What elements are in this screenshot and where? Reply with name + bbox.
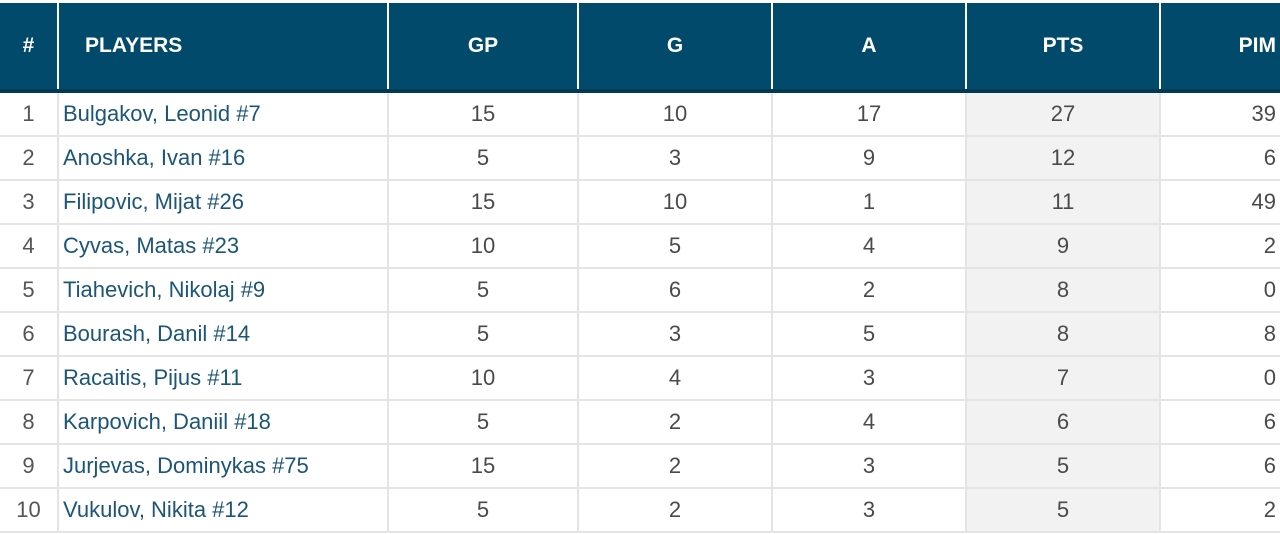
assists-cell: 17 (772, 89, 967, 137)
column-header-g[interactable]: G (578, 0, 773, 93)
table-row: 8 Karpovich, Daniil #18 5 2 4 6 6 (0, 400, 1280, 445)
table-header: # PLAYERS GP G A PTS PIM (0, 0, 1280, 93)
gp-cell: 5 (388, 312, 579, 357)
assists-cell: 3 (772, 444, 967, 489)
pim-cell: 49 (1160, 180, 1280, 225)
pim-cell: 8 (1160, 312, 1280, 357)
column-header-players[interactable]: PLAYERS (58, 0, 389, 93)
player-name-link[interactable]: Karpovich, Daniil #18 (58, 400, 389, 445)
goals-cell: 2 (578, 488, 773, 533)
gp-cell: 15 (388, 89, 579, 137)
column-header-a[interactable]: A (772, 0, 967, 93)
goals-cell: 2 (578, 444, 773, 489)
goals-cell: 5 (578, 224, 773, 269)
rank-cell: 3 (0, 180, 59, 225)
points-cell: 5 (966, 488, 1161, 533)
table-row: 10 Vukulov, Nikita #12 5 2 3 5 2 (0, 488, 1280, 533)
table-row: 6 Bourash, Danil #14 5 3 5 8 8 (0, 312, 1280, 357)
gp-cell: 15 (388, 444, 579, 489)
gp-cell: 10 (388, 224, 579, 269)
player-name-link[interactable]: Tiahevich, Nikolaj #9 (58, 268, 389, 313)
assists-cell: 1 (772, 180, 967, 225)
rank-cell: 2 (0, 136, 59, 181)
points-cell: 8 (966, 312, 1161, 357)
goals-cell: 2 (578, 400, 773, 445)
pim-cell: 6 (1160, 400, 1280, 445)
player-name-link[interactable]: Bourash, Danil #14 (58, 312, 389, 357)
player-name-link[interactable]: Anoshka, Ivan #16 (58, 136, 389, 181)
table-row: 9 Jurjevas, Dominykas #75 15 2 3 5 6 (0, 444, 1280, 489)
points-cell: 12 (966, 136, 1161, 181)
column-header-pts[interactable]: PTS (966, 0, 1161, 93)
table-body: 1 Bulgakov, Leonid #7 15 10 17 27 39 2 Anoshka, … (0, 89, 1280, 533)
column-header-rank[interactable]: # (0, 0, 59, 93)
table-row: 7 Racaitis, Pijus #11 10 4 3 7 0 (0, 356, 1280, 401)
points-cell: 5 (966, 444, 1161, 489)
rank-cell: 1 (0, 89, 59, 137)
goals-cell: 6 (578, 268, 773, 313)
player-name-link[interactable]: Jurjevas, Dominykas #75 (58, 444, 389, 489)
player-name-link[interactable]: Bulgakov, Leonid #7 (58, 89, 389, 137)
goals-cell: 4 (578, 356, 773, 401)
points-cell: 27 (966, 89, 1161, 137)
rank-cell: 9 (0, 444, 59, 489)
gp-cell: 15 (388, 180, 579, 225)
points-cell: 8 (966, 268, 1161, 313)
points-cell: 7 (966, 356, 1161, 401)
table-row: 1 Bulgakov, Leonid #7 15 10 17 27 39 (0, 89, 1280, 137)
assists-cell: 4 (772, 400, 967, 445)
pim-cell: 6 (1160, 136, 1280, 181)
pim-cell: 0 (1160, 268, 1280, 313)
gp-cell: 10 (388, 356, 579, 401)
rank-cell: 4 (0, 224, 59, 269)
pim-cell: 0 (1160, 356, 1280, 401)
player-name-link[interactable]: Racaitis, Pijus #11 (58, 356, 389, 401)
gp-cell: 5 (388, 488, 579, 533)
rank-cell: 10 (0, 488, 59, 533)
rank-cell: 8 (0, 400, 59, 445)
rank-cell: 6 (0, 312, 59, 357)
pim-cell: 2 (1160, 488, 1280, 533)
table-row: 4 Cyvas, Matas #23 10 5 4 9 2 (0, 224, 1280, 269)
goals-cell: 10 (578, 180, 773, 225)
goals-cell: 3 (578, 136, 773, 181)
assists-cell: 3 (772, 488, 967, 533)
player-name-link[interactable]: Vukulov, Nikita #12 (58, 488, 389, 533)
pim-cell: 2 (1160, 224, 1280, 269)
player-name-link[interactable]: Cyvas, Matas #23 (58, 224, 389, 269)
assists-cell: 5 (772, 312, 967, 357)
goals-cell: 3 (578, 312, 773, 357)
column-header-pim[interactable]: PIM (1160, 0, 1280, 93)
player-name-link[interactable]: Filipovic, Mijat #26 (58, 180, 389, 225)
pim-cell: 39 (1160, 89, 1280, 137)
table-row: 5 Tiahevich, Nikolaj #9 5 6 2 8 0 (0, 268, 1280, 313)
rank-cell: 7 (0, 356, 59, 401)
table-row: 3 Filipovic, Mijat #26 15 10 1 11 49 (0, 180, 1280, 225)
gp-cell: 5 (388, 136, 579, 181)
gp-cell: 5 (388, 400, 579, 445)
assists-cell: 4 (772, 224, 967, 269)
rank-cell: 5 (0, 268, 59, 313)
assists-cell: 3 (772, 356, 967, 401)
table-row: 2 Anoshka, Ivan #16 5 3 9 12 6 (0, 136, 1280, 181)
points-cell: 6 (966, 400, 1161, 445)
gp-cell: 5 (388, 268, 579, 313)
points-cell: 9 (966, 224, 1161, 269)
column-header-gp[interactable]: GP (388, 0, 579, 93)
assists-cell: 2 (772, 268, 967, 313)
header-row: # PLAYERS GP G A PTS PIM (0, 0, 1280, 93)
assists-cell: 9 (772, 136, 967, 181)
points-cell: 11 (966, 180, 1161, 225)
goals-cell: 10 (578, 89, 773, 137)
pim-cell: 6 (1160, 444, 1280, 489)
